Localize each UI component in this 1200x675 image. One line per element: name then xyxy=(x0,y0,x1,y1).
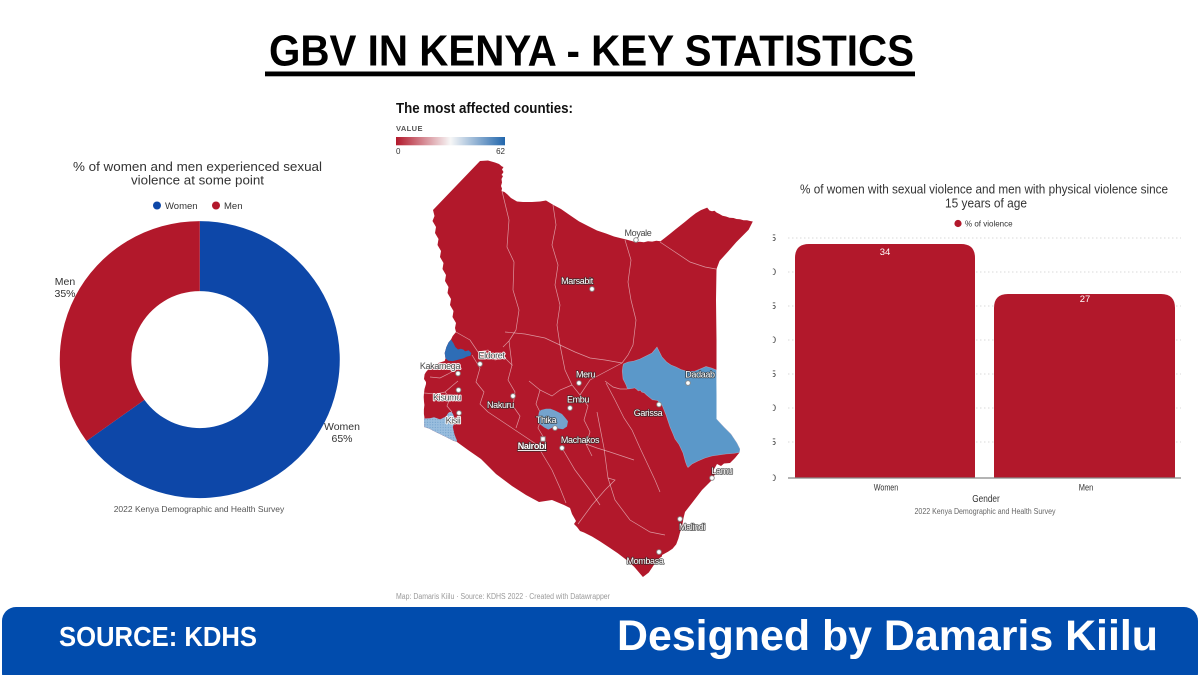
svg-text:Eldoret: Eldoret xyxy=(478,351,505,361)
svg-text:Mombasa: Mombasa xyxy=(626,556,663,566)
svg-text:Nakuru: Nakuru xyxy=(487,400,514,410)
svg-text:35%: 35% xyxy=(54,288,75,300)
svg-text:2022 Kenya Demographic and Hea: 2022 Kenya Demographic and Health Survey xyxy=(915,507,1056,516)
svg-text:15: 15 xyxy=(765,369,776,380)
svg-text:Dadaab: Dadaab xyxy=(685,370,715,380)
svg-text:% of violence: % of violence xyxy=(965,220,1013,229)
svg-text:62: 62 xyxy=(496,147,505,156)
svg-text:0: 0 xyxy=(396,147,401,156)
svg-text:Machakos: Machakos xyxy=(561,435,600,445)
svg-text:Women: Women xyxy=(165,201,198,212)
svg-text:The most affected counties:: The most affected counties: xyxy=(396,101,573,117)
svg-text:% of women with sexual violenc: % of women with sexual violence and men … xyxy=(800,182,1168,197)
svg-text:0: 0 xyxy=(771,473,776,484)
svg-text:Lamu: Lamu xyxy=(711,466,732,476)
svg-text:Women: Women xyxy=(874,483,899,494)
svg-text:GBV IN KENYA - KEY STATISTICS: GBV IN KENYA - KEY STATISTICS xyxy=(269,27,914,76)
svg-text:Embu: Embu xyxy=(567,395,589,405)
svg-text:Kakamega: Kakamega xyxy=(420,361,461,371)
svg-text:Moyale: Moyale xyxy=(625,228,652,238)
svg-text:SOURCE: KDHS: SOURCE: KDHS xyxy=(59,621,257,652)
svg-text:Men: Men xyxy=(224,201,242,212)
svg-text:65%: 65% xyxy=(331,433,352,445)
svg-text:Garissa: Garissa xyxy=(634,408,663,418)
svg-text:Gender: Gender xyxy=(972,494,1000,505)
svg-text:5: 5 xyxy=(771,437,776,448)
svg-text:35: 35 xyxy=(765,233,776,244)
svg-text:Men: Men xyxy=(1079,483,1094,494)
svg-text:15 years of age: 15 years of age xyxy=(945,196,1027,211)
svg-text:Nairobi: Nairobi xyxy=(518,441,547,451)
svg-text:2022 Kenya Demographic and Hea: 2022 Kenya Demographic and Health Survey xyxy=(114,504,285,514)
svg-text:VALUE: VALUE xyxy=(396,124,423,133)
svg-text:Map: Damaris Kiilu · Source: K: Map: Damaris Kiilu · Source: KDHS 2022 ·… xyxy=(396,592,610,601)
svg-text:Women: Women xyxy=(324,421,360,433)
svg-text:25: 25 xyxy=(765,301,776,312)
svg-text:Men: Men xyxy=(55,276,76,288)
svg-text:Thika: Thika xyxy=(536,415,557,425)
svg-text:Marsabit: Marsabit xyxy=(561,276,594,286)
svg-text:30: 30 xyxy=(765,267,776,278)
svg-text:violence at some point: violence at some point xyxy=(131,173,264,188)
svg-text:Kisumu: Kisumu xyxy=(433,393,461,403)
svg-text:Malindi: Malindi xyxy=(679,522,705,532)
svg-text:27: 27 xyxy=(1080,294,1091,305)
svg-text:Kisii: Kisii xyxy=(446,416,461,426)
svg-text:20: 20 xyxy=(765,335,776,346)
svg-text:Meru: Meru xyxy=(576,370,595,380)
svg-text:10: 10 xyxy=(765,403,776,414)
svg-text:% of women and men experienced: % of women and men experienced sexual xyxy=(73,159,322,174)
svg-text:Designed by Damaris Kiilu: Designed by Damaris Kiilu xyxy=(617,612,1158,660)
svg-text:34: 34 xyxy=(880,247,891,258)
